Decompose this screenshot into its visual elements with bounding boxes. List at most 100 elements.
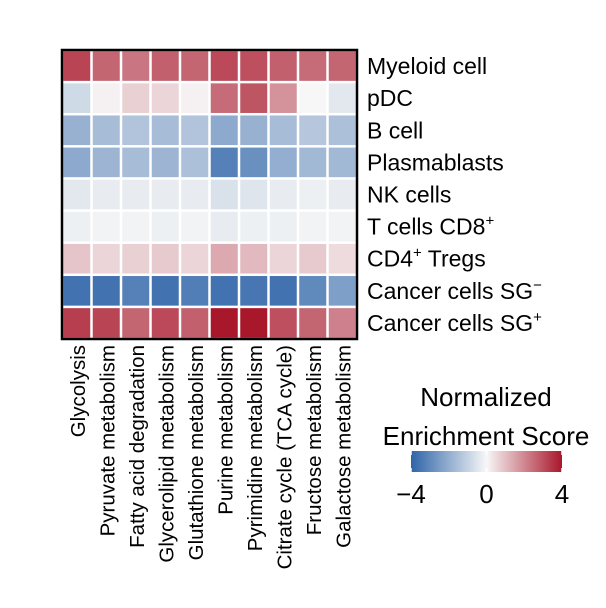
heatmap-cell — [122, 147, 150, 178]
column-label: Glycerolipid metabolism — [155, 345, 178, 563]
colorbar-tick-label: 0 — [479, 479, 493, 509]
heatmap-cell — [210, 51, 238, 81]
heatmap-cell — [122, 276, 150, 306]
row-label-text: Cancer cells SG — [367, 310, 533, 336]
row-label: Cancer cells SG+ — [367, 309, 542, 336]
colorbar-title-line1: Normalized — [420, 382, 552, 412]
heatmap-cell — [63, 179, 91, 210]
heatmap-cell — [269, 51, 297, 81]
heatmap-cell — [122, 179, 150, 210]
heatmap-cell — [151, 276, 179, 306]
row-label-superscript: + — [413, 245, 422, 262]
heatmap-cell — [122, 243, 150, 274]
row-label: Myeloid cell — [367, 53, 487, 79]
column-label: Fatty acid degradation — [126, 345, 149, 548]
heatmap-cell — [328, 179, 356, 210]
heatmap-cell — [299, 147, 327, 178]
column-label: Galactose metabolism — [332, 345, 355, 548]
colorbar-tick-label: 4 — [555, 479, 569, 509]
heatmap-cell — [92, 51, 120, 81]
row-labels: Myeloid cell pDC B cell Plasmablasts NK cell… — [367, 53, 542, 336]
column-label: Glutathione metabolism — [185, 345, 208, 560]
heatmap-cell — [210, 115, 238, 146]
row-label-text: Myeloid cell — [367, 53, 487, 79]
row-label: Plasmablasts — [367, 149, 504, 175]
column-labels: Glycolysis Pyruvate metabolism Fatty acid … — [67, 345, 355, 569]
colorbar-tick-label: −4 — [396, 479, 426, 509]
heatmap-cell — [269, 276, 297, 306]
heatmap-cell — [240, 83, 268, 113]
heatmap-cell — [328, 51, 356, 81]
row-label-text: NK cells — [367, 182, 451, 208]
heatmap-cell — [240, 211, 268, 242]
heatmap-cell — [181, 308, 209, 338]
heatmap-cell — [269, 179, 297, 210]
column-label: Fructose metabolism — [303, 345, 326, 535]
heatmap-cells — [62, 50, 357, 339]
heatmap-cell — [122, 115, 150, 146]
heatmap-cell — [269, 147, 297, 178]
row-label-text: pDC — [367, 85, 413, 111]
heatmap-cell — [151, 211, 179, 242]
heatmap-cell — [269, 308, 297, 338]
heatmap-cell — [151, 179, 179, 210]
heatmap-cell — [299, 83, 327, 113]
row-label-text: B cell — [367, 117, 423, 143]
row-label-superscript: + — [533, 309, 542, 326]
heatmap-cell — [122, 83, 150, 113]
heatmap-cell — [240, 276, 268, 306]
heatmap-cell — [210, 308, 238, 338]
heatmap-border — [60, 48, 359, 341]
heatmap-cell — [151, 147, 179, 178]
heatmap-cell — [299, 308, 327, 338]
heatmap-cell — [92, 83, 120, 113]
heatmap-cell — [151, 308, 179, 338]
heatmap-cell — [92, 147, 120, 178]
heatmap-cell — [63, 211, 91, 242]
heatmap-cell — [63, 83, 91, 113]
row-label-text: Cancer cells SG — [367, 278, 533, 304]
row-label: NK cells — [367, 182, 451, 208]
heatmap-cell — [181, 243, 209, 274]
heatmap-cell — [181, 115, 209, 146]
column-label: Glycolysis — [67, 345, 90, 437]
row-label: Cancer cells SG− — [367, 277, 542, 304]
heatmap-cell — [122, 308, 150, 338]
heatmap-cell — [240, 308, 268, 338]
heatmap-cell — [328, 308, 356, 338]
heatmap-cell — [181, 147, 209, 178]
heatmap-cell — [240, 179, 268, 210]
heatmap-cell — [210, 276, 238, 306]
heatmap-cell — [151, 243, 179, 274]
row-label-text: Tregs — [422, 246, 486, 272]
heatmap-cell — [181, 51, 209, 81]
heatmap-cell — [63, 51, 91, 81]
heatmap-cell — [92, 276, 120, 306]
heatmap-cell — [240, 243, 268, 274]
column-label: Pyruvate metabolism — [96, 345, 119, 536]
heatmap-cell — [269, 243, 297, 274]
row-label-text: T cells CD8 — [367, 214, 485, 240]
heatmap-cell — [299, 115, 327, 146]
column-label: Citrate cycle (TCA cycle) — [273, 345, 296, 569]
heatmap-cell — [269, 115, 297, 146]
heatmap-cell — [181, 211, 209, 242]
colorbar-title-line2: Enrichment Score — [383, 421, 590, 451]
heatmap-cell — [328, 83, 356, 113]
heatmap-cell — [210, 179, 238, 210]
heatmap-cell — [92, 308, 120, 338]
row-label-superscript: − — [533, 277, 542, 294]
heatmap-cell — [240, 51, 268, 81]
heatmap-cell — [269, 83, 297, 113]
row-label: B cell — [367, 117, 423, 143]
heatmap-cell — [210, 243, 238, 274]
heatmap-cell — [240, 147, 268, 178]
heatmap-cell — [210, 147, 238, 178]
heatmap-cell — [92, 243, 120, 274]
heatmap-cell — [299, 276, 327, 306]
heatmap-cell — [181, 276, 209, 306]
heatmap-cell — [181, 83, 209, 113]
heatmap-cell — [63, 308, 91, 338]
heatmap-cell — [328, 276, 356, 306]
